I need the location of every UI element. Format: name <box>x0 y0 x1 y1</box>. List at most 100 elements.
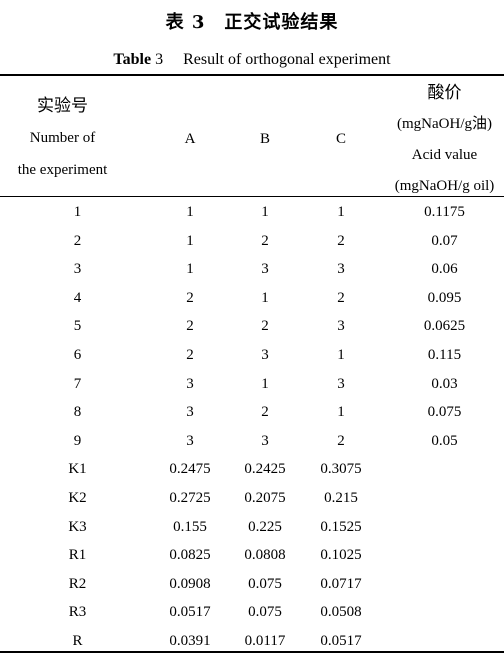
table-body: 1 1 1 1 0.1175 2 1 2 2 0.07 3 1 3 3 0.06 4 2 1 2 0.095 5… <box>0 198 504 656</box>
cell-acid: 0.095 <box>427 289 462 306</box>
table-row: R 0.0391 0.0117 0.0517 <box>0 627 504 656</box>
cell-b: 3 <box>261 261 269 278</box>
cell-c: 3 <box>337 375 345 392</box>
table-row: 9 3 3 2 0.05 <box>0 427 504 456</box>
cell-c: 1 <box>337 346 345 363</box>
cell-a: 1 <box>186 261 194 278</box>
cell-exp: K2 <box>68 489 87 506</box>
cell-b: 1 <box>261 375 269 392</box>
cell-a: 1 <box>186 204 194 220</box>
cell-b: 2 <box>261 232 269 249</box>
cell-b: 0.075 <box>248 604 282 621</box>
cell-a: 1 <box>186 232 194 249</box>
cell-c: 3 <box>337 318 345 335</box>
cell-c: 1 <box>337 204 345 220</box>
table-row: 5 2 2 3 0.0625 <box>0 312 504 341</box>
table-row: 7 3 1 3 0.03 <box>0 370 504 399</box>
header-rule <box>0 196 504 197</box>
cell-c: 0.1525 <box>320 518 362 535</box>
cell-c: 0.0517 <box>320 632 362 649</box>
cell-c: 0.215 <box>324 489 358 506</box>
table-title-cn: 表 3 正交试验结果 <box>165 12 339 33</box>
cell-exp: 4 <box>73 289 82 306</box>
cell-b: 0.2425 <box>244 461 286 478</box>
cell-exp: K3 <box>68 518 87 535</box>
cell-acid: 0.07 <box>431 232 458 249</box>
header-c: C <box>335 131 346 147</box>
cell-b: 3 <box>261 432 269 449</box>
header-exp-cn: 实验号 <box>37 96 88 116</box>
cell-a: 0.0825 <box>169 547 211 564</box>
cell-exp: R <box>72 632 83 649</box>
cell-c: 3 <box>337 261 345 278</box>
cell-exp: 3 <box>73 261 82 278</box>
cell-a: 0.0391 <box>169 632 211 649</box>
header-a: A <box>184 131 196 147</box>
cell-exp: K1 <box>68 461 87 478</box>
table-caption: 3 Result of orthogonal experiment <box>151 51 391 68</box>
cell-c: 0.0717 <box>320 575 362 592</box>
cell-b: 1 <box>261 289 269 306</box>
header-acid-value: 酸价 (mgNaOH/g油) Acid value (mgNaOH/g oil) <box>385 78 504 202</box>
cell-b: 0.2075 <box>244 489 286 506</box>
cell-acid: 0.075 <box>427 404 462 421</box>
cell-b: 0.0808 <box>244 547 286 564</box>
header-acid-cn: 酸价 <box>427 83 462 103</box>
table-row: K1 0.2475 0.2425 0.3075 <box>0 455 504 484</box>
cell-a: 0.0517 <box>169 604 211 621</box>
table-row: 2 1 2 2 0.07 <box>0 227 504 256</box>
cell-a: 0.2725 <box>169 489 211 506</box>
bottom-rule <box>0 651 504 653</box>
cell-c: 2 <box>337 289 345 306</box>
cell-b: 1 <box>261 204 269 220</box>
cell-c: 2 <box>337 232 345 249</box>
cell-c: 0.3075 <box>320 461 362 478</box>
cell-exp: 5 <box>73 318 82 335</box>
header-exp-en-line2: the experiment <box>17 162 108 178</box>
table-title-en: Table 3 Result of orthogonal experiment <box>0 45 504 69</box>
cell-a: 3 <box>186 432 194 449</box>
cell-exp: R2 <box>68 575 87 592</box>
header-experiment-number: 实验号 Number of the experiment <box>0 90 125 186</box>
header-acid-unit-cn: (mgNaOH/g油) <box>397 116 492 132</box>
header-b: B <box>259 131 270 147</box>
table-label: Table <box>113 51 152 68</box>
cell-c: 1 <box>337 404 345 421</box>
cell-a: 2 <box>186 346 194 363</box>
top-rule <box>0 74 504 76</box>
header-exp-en-line1: Number of <box>29 130 96 146</box>
table-row: 4 2 1 2 0.095 <box>0 284 504 313</box>
cell-acid: 0.05 <box>431 432 458 449</box>
table-row: 6 2 3 1 0.115 <box>0 341 504 370</box>
cell-acid: 0.115 <box>427 346 462 363</box>
cell-a: 0.2475 <box>169 461 211 478</box>
cell-acid: 0.03 <box>431 375 458 392</box>
cell-acid: 0.0625 <box>423 318 466 335</box>
table-row: K2 0.2725 0.2075 0.215 <box>0 484 504 513</box>
header-acid-en: Acid value <box>411 147 478 163</box>
cell-b: 0.225 <box>248 518 282 535</box>
cell-a: 2 <box>186 289 194 306</box>
cell-exp: 2 <box>73 232 82 249</box>
cell-exp: 9 <box>73 432 82 449</box>
cell-exp: 1 <box>73 204 82 220</box>
table-row: 3 1 3 3 0.06 <box>0 255 504 284</box>
table-row: R3 0.0517 0.075 0.0508 <box>0 598 504 627</box>
cell-c: 2 <box>337 432 345 449</box>
cell-acid: 0.1175 <box>424 204 465 220</box>
table-row: K3 0.155 0.225 0.1525 <box>0 513 504 542</box>
cell-c: 0.0508 <box>320 604 362 621</box>
cell-a: 0.0908 <box>169 575 211 592</box>
cell-a: 3 <box>186 404 194 421</box>
cell-exp: 7 <box>73 375 82 392</box>
cell-b: 3 <box>261 346 269 363</box>
table-row: R1 0.0825 0.0808 0.1025 <box>0 541 504 570</box>
cell-a: 3 <box>186 375 194 392</box>
cell-acid: 0.06 <box>431 261 458 278</box>
cell-b: 2 <box>261 404 269 421</box>
cell-b: 0.0117 <box>244 632 286 649</box>
cell-a: 2 <box>186 318 194 335</box>
table-row: 1 1 1 1 0.1175 <box>0 198 504 227</box>
cell-c: 0.1025 <box>320 547 362 564</box>
table-row: 8 3 2 1 0.075 <box>0 398 504 427</box>
